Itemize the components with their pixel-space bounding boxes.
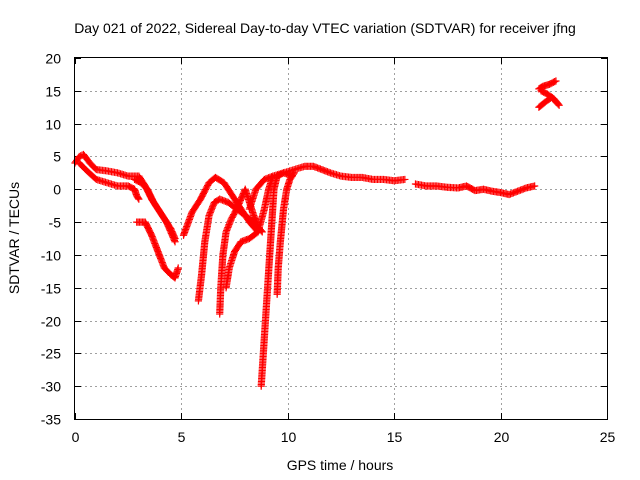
y-tick-label: 15: [45, 84, 61, 100]
data-point: [552, 77, 560, 85]
series-arc-4: [133, 218, 182, 282]
y-tick-label: 0: [53, 182, 61, 198]
data-point: [146, 228, 154, 237]
data-point: [147, 230, 155, 238]
data-point: [289, 170, 297, 178]
y-tick-label: 5: [53, 149, 61, 165]
data-point: [143, 222, 151, 230]
data-point: [142, 219, 150, 228]
data-point: [142, 221, 151, 229]
x-tick-label: 5: [178, 429, 186, 445]
y-tick-label: -10: [41, 248, 61, 264]
series-arc-3: [130, 175, 179, 246]
data-point: [147, 193, 155, 201]
series-arc-1: [71, 150, 179, 243]
data-point: [146, 190, 154, 199]
data-point: [145, 226, 153, 234]
data-point: [144, 225, 153, 233]
data-point: [145, 189, 153, 197]
series-arc-12: [411, 180, 539, 199]
data-point: [146, 192, 155, 200]
series-arc-15: [537, 87, 563, 109]
data-point: [144, 186, 152, 195]
series-arc-10: [273, 169, 298, 298]
data-point: [148, 196, 157, 204]
y-tick-label: -15: [41, 281, 61, 297]
series-arc-8: [222, 172, 277, 292]
data-point: [143, 185, 151, 193]
data-point: [148, 194, 156, 203]
series-arc-11: [245, 162, 409, 213]
data-point: [135, 195, 143, 203]
x-tick-label: 20: [494, 429, 510, 445]
data-point: [146, 227, 154, 235]
x-tick-label: 10: [281, 429, 297, 445]
y-tick-label: -35: [41, 412, 61, 428]
y-tick-label: -5: [49, 215, 62, 231]
data-point: [171, 238, 179, 246]
data-point: [144, 223, 152, 231]
x-axis-label: GPS time / hours: [287, 457, 394, 473]
y-tick-label: 10: [45, 117, 61, 133]
series-arc-7: [216, 185, 262, 318]
x-tick-label: 15: [387, 429, 403, 445]
axis-ticks: 0 5 10 15 20 25 -35 -30 -25 -20 -15 -10 -5 0 5 10 15 20: [41, 51, 616, 446]
chart-title: Day 021 of 2022, Sidereal Day-to-day VTE…: [74, 20, 576, 36]
series-arc-2: [75, 159, 143, 203]
data-marks: [71, 77, 563, 390]
data-point: [174, 264, 182, 272]
x-tick-label: 25: [600, 429, 616, 445]
data-point: [145, 188, 153, 196]
series-arc-9: [257, 169, 296, 390]
data-point: [134, 194, 142, 202]
y-tick-label: 20: [45, 51, 61, 67]
plot-frame: [74, 57, 608, 420]
data-point: [555, 101, 563, 109]
data-point: [531, 182, 539, 190]
grid: [75, 58, 607, 419]
data-point: [554, 100, 562, 108]
y-tick-label: -20: [41, 314, 61, 330]
x-tick-label: 0: [72, 429, 80, 445]
y-tick-label: -25: [41, 346, 61, 362]
y-axis-label: SDTVAR / TECUs: [6, 182, 22, 294]
data-point: [401, 175, 409, 184]
y-tick-label: -30: [41, 379, 61, 395]
series-arc-13: [535, 77, 560, 93]
data-point: [551, 78, 559, 86]
data-point: [141, 218, 149, 226]
